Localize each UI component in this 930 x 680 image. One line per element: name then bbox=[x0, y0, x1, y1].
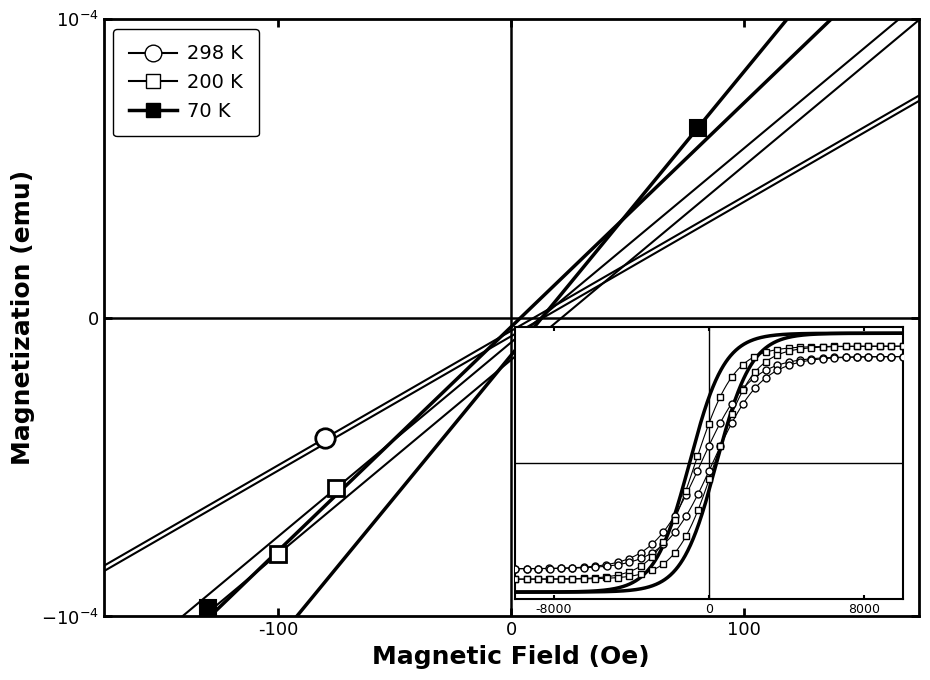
Y-axis label: Magnetization (emu): Magnetization (emu) bbox=[11, 170, 35, 465]
Legend: 298 K, 200 K, 70 K: 298 K, 200 K, 70 K bbox=[113, 29, 259, 137]
X-axis label: Magnetic Field (Oe): Magnetic Field (Oe) bbox=[372, 645, 650, 669]
